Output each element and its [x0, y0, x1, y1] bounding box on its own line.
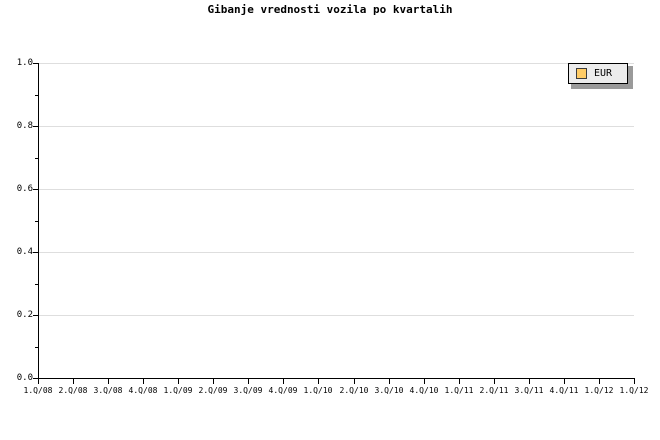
- y-axis-minor-tick: [35, 283, 38, 285]
- x-axis-tick-label: 3.Q/09: [233, 386, 263, 395]
- x-axis-tick: [564, 379, 565, 384]
- gridline: [38, 252, 634, 253]
- x-axis-tick: [178, 379, 179, 384]
- y-axis-tick: [33, 378, 38, 379]
- y-axis-tick-label: 0.0: [16, 373, 33, 383]
- x-axis-tick: [108, 379, 109, 384]
- x-axis-tick: [494, 379, 495, 384]
- x-axis-line: [38, 378, 635, 379]
- gridline: [38, 189, 634, 190]
- x-axis-tick-label: 2.Q/09: [198, 386, 228, 395]
- x-axis-tick-label: 3.Q/10: [374, 386, 404, 395]
- x-axis-tick: [38, 379, 39, 384]
- y-axis-minor-tick: [35, 157, 38, 159]
- x-axis-tick-label: 4.Q/08: [128, 386, 158, 395]
- y-axis-tick: [33, 63, 38, 64]
- y-axis-tick-label: 0.6: [16, 184, 33, 194]
- x-axis-tick-label: 1.Q/11: [444, 386, 474, 395]
- x-axis-tick-label: 1.Q/12: [584, 386, 614, 395]
- x-axis-tick-label: 2.Q/10: [339, 386, 369, 395]
- gridline: [38, 315, 634, 316]
- x-axis-tick-label: 2.Q/08: [58, 386, 88, 395]
- x-axis-tick-label: 1.Q/09: [163, 386, 193, 395]
- x-axis-tick: [143, 379, 144, 384]
- x-axis-tick-label: 4.Q/11: [549, 386, 579, 395]
- x-axis-tick-label: 3.Q/11: [514, 386, 544, 395]
- x-axis-tick: [283, 379, 284, 384]
- legend[interactable]: EUR: [568, 63, 628, 84]
- y-axis-tick-label: 0.8: [16, 121, 33, 131]
- x-axis-tick: [529, 379, 530, 384]
- y-axis-labels: 0.0 0.2 0.4 0.6 0.8 1.0: [0, 0, 33, 440]
- y-axis-tick: [33, 126, 38, 127]
- x-axis-tick: [354, 379, 355, 384]
- y-axis-tick-label: 0.4: [16, 247, 33, 257]
- legend-label-eur: EUR: [594, 68, 613, 79]
- legend-swatch-icon: [576, 68, 587, 79]
- x-axis-tick: [248, 379, 249, 384]
- y-axis-tick-label: 0.2: [16, 310, 33, 320]
- x-axis-tick: [318, 379, 319, 384]
- x-axis-tick: [634, 379, 635, 384]
- x-axis-tick: [599, 379, 600, 384]
- x-axis-tick-label: 2.Q/11: [479, 386, 509, 395]
- x-axis-tick-label: 1.Q/10: [303, 386, 333, 395]
- chart-title: Gibanje vrednosti vozila po kvartalih: [207, 3, 453, 16]
- y-axis-tick: [33, 315, 38, 316]
- gridline: [38, 63, 634, 64]
- x-axis-tick-label: 1.Q/08: [23, 386, 53, 395]
- y-axis-line: [38, 63, 39, 379]
- x-axis-tick-label: 1.Q/12: [619, 386, 649, 395]
- y-axis-tick: [33, 189, 38, 190]
- x-axis-tick-label: 4.Q/09: [268, 386, 298, 395]
- y-axis-minor-tick: [35, 346, 38, 348]
- x-axis-tick: [213, 379, 214, 384]
- plot-area: [38, 63, 634, 379]
- x-axis-tick-label: 4.Q/10: [409, 386, 439, 395]
- x-axis-tick-label: 3.Q/08: [93, 386, 123, 395]
- y-axis-tick: [33, 252, 38, 253]
- x-axis-tick: [459, 379, 460, 384]
- y-axis-minor-tick: [35, 220, 38, 222]
- x-axis-tick: [73, 379, 74, 384]
- x-axis-tick: [424, 379, 425, 384]
- y-axis-tick-label: 1.0: [16, 58, 33, 68]
- x-axis-tick: [389, 379, 390, 384]
- gridline: [38, 126, 634, 127]
- y-axis-minor-tick: [35, 94, 38, 96]
